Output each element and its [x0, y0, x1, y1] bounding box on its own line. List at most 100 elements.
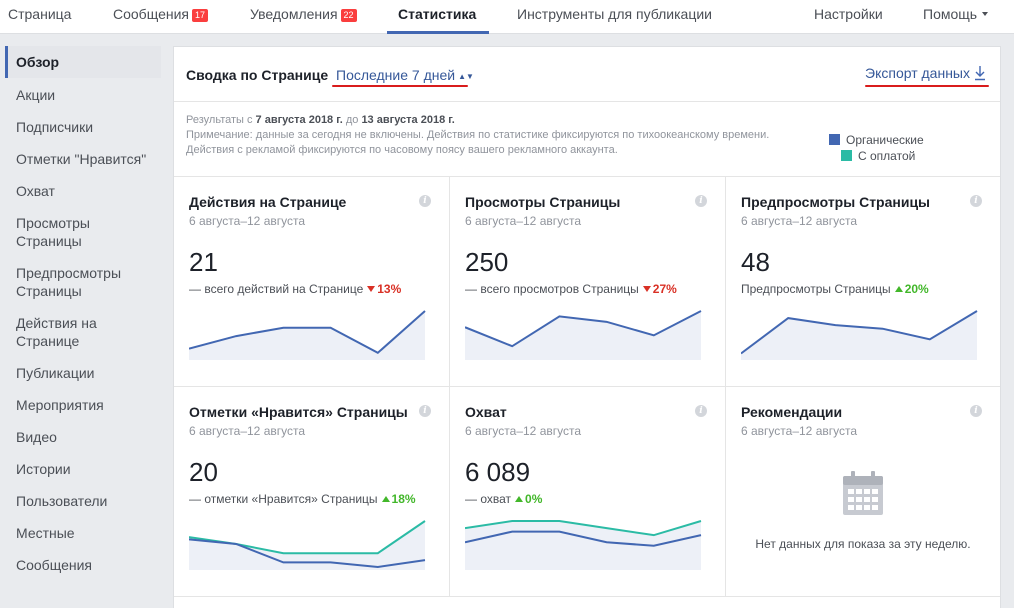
card-title: Действия на Странице	[189, 194, 347, 210]
card-title: Просмотры Страницы	[465, 194, 621, 210]
card-title: Рекомендации	[741, 404, 843, 420]
info-icon[interactable]: i	[970, 195, 982, 207]
period-selector-label: Последние 7 дней	[336, 67, 456, 83]
info-icon[interactable]: i	[419, 195, 431, 207]
sidebar-item-likes[interactable]: Отметки "Нравится"	[5, 150, 161, 168]
sidebar-item-actions-on-page[interactable]: Действия на Странице	[5, 314, 115, 350]
sidebar-item-label: Акции	[16, 87, 56, 103]
trend-up-icon	[515, 496, 524, 502]
date-to: 13 августа 2018 г.	[361, 114, 455, 126]
page-summary-panel: Сводка по Странице Последние 7 дней ▲▼ Эк…	[173, 46, 1001, 608]
legend-organic: Органические	[829, 132, 924, 148]
sidebar-item-people[interactable]: Пользователи	[5, 492, 161, 510]
nav-insights[interactable]: Статистика	[398, 0, 476, 34]
sidebar-item-label: Обзор	[16, 54, 60, 70]
sparkline-chart	[189, 310, 426, 360]
sidebar-item-messages[interactable]: Сообщения	[5, 556, 161, 574]
sparkline-organic-line	[465, 310, 702, 348]
sidebar-item-label: Охват	[16, 183, 55, 199]
nav-help[interactable]: Помощь	[923, 0, 989, 34]
nav-page-label: Страница	[8, 6, 72, 22]
trend-down-icon	[642, 286, 651, 292]
metric-card-page-views[interactable]: Просмотры Страницы 6 августа–12 августа …	[450, 177, 726, 387]
card-title: Предпросмотры Страницы	[741, 194, 931, 210]
panel-header: Сводка по Странице Последние 7 дней ▲▼ Эк…	[174, 47, 1000, 102]
card-change: 18%	[391, 492, 416, 506]
sparkline-area	[189, 311, 425, 360]
trend-up-icon	[381, 496, 390, 502]
highlight-underline	[332, 85, 468, 87]
nav-publishing-tools[interactable]: Инструменты для публикации	[517, 0, 712, 34]
card-desc-text: — всего просмотров Страницы	[465, 282, 639, 296]
card-title: Охват	[465, 404, 507, 420]
card-value: 20	[189, 457, 218, 487]
card-desc-text: — всего действий на Странице	[189, 282, 364, 296]
card-description: Предпросмотры Страницы 20%	[741, 282, 929, 296]
nav-page[interactable]: Страница	[8, 0, 71, 34]
card-description: — всего просмотров Страницы 27%	[465, 282, 677, 296]
messages-badge: 17	[191, 9, 208, 22]
sidebar-item-promotions[interactable]: Акции	[5, 86, 161, 104]
sidebar-item-label: Пользователи	[16, 493, 108, 509]
card-date-range: 6 августа–12 августа	[189, 214, 306, 228]
legend-swatch-paid	[841, 150, 852, 161]
export-data-label: Экспорт данных	[865, 65, 970, 81]
card-description: — отметки «Нравится» Страницы 18%	[189, 492, 416, 506]
sidebar-item-label: Просмотры Страницы	[16, 215, 90, 249]
card-change: 27%	[652, 282, 677, 296]
info-icon[interactable]: i	[970, 405, 982, 417]
sparkline-organic-line	[189, 310, 426, 355]
results-prefix: Результаты с	[186, 114, 256, 126]
legend-swatch-organic	[829, 134, 840, 145]
card-desc-text: — отметки «Нравится» Страницы	[189, 492, 378, 506]
results-mid: до	[342, 114, 362, 126]
metric-card-page-previews[interactable]: Предпросмотры Страницы 6 августа–12 авгу…	[726, 177, 1000, 387]
metrics-grid: Действия на Странице 6 августа–12 август…	[174, 176, 1000, 608]
metric-card-reach[interactable]: Охват 6 августа–12 августа i 6 089 — охв…	[450, 387, 726, 597]
calendar-icon	[843, 471, 883, 515]
sidebar-item-label: Местные	[16, 525, 75, 541]
nav-messages[interactable]: Сообщения 17	[113, 0, 208, 34]
card-value: 250	[465, 247, 509, 277]
sidebar-item-page-views[interactable]: Просмотры Страницы	[5, 214, 115, 250]
sidebar-item-local[interactable]: Местные	[5, 524, 161, 542]
info-icon[interactable]: i	[695, 195, 707, 207]
sidebar-item-followers[interactable]: Подписчики	[5, 118, 161, 136]
sidebar-item-label: Сообщения	[16, 557, 92, 573]
metric-card-recommendations[interactable]: Рекомендации 6 августа–12 августа i Нет …	[726, 387, 1000, 597]
download-icon	[975, 66, 985, 81]
sidebar-item-label: Действия на Странице	[16, 315, 97, 349]
sparkline-area	[465, 311, 701, 360]
metric-card-page-actions[interactable]: Действия на Странице 6 августа–12 август…	[174, 177, 450, 387]
sidebar-item-events[interactable]: Мероприятия	[5, 396, 161, 414]
sparkline-chart	[741, 310, 978, 360]
legend-paid: С оплатой	[841, 148, 924, 164]
period-selector[interactable]: Последние 7 дней ▲▼	[336, 67, 474, 83]
results-note: Результаты с 7 августа 2018 г. до 13 авг…	[186, 113, 769, 158]
card-date-range: 6 августа–12 августа	[741, 424, 858, 438]
trend-up-icon	[894, 286, 903, 292]
nav-notifications-label: Уведомления	[250, 6, 338, 22]
sparkline-organic-line	[189, 538, 426, 569]
sidebar-item-posts[interactable]: Публикации	[5, 364, 161, 382]
card-date-range: 6 августа–12 августа	[741, 214, 858, 228]
nav-notifications[interactable]: Уведомления 22	[250, 0, 357, 34]
sparkline-organic-line	[741, 310, 978, 355]
notifications-badge: 22	[340, 9, 357, 22]
nav-settings[interactable]: Настройки	[814, 0, 883, 34]
sparkline-area	[741, 311, 977, 360]
metric-card-page-likes[interactable]: Отметки «Нравится» Страницы 6 августа–12…	[174, 387, 450, 597]
info-icon[interactable]: i	[695, 405, 707, 417]
sparkline-area	[189, 521, 425, 570]
sidebar-item-stories[interactable]: Истории	[5, 460, 161, 478]
highlight-underline	[865, 85, 989, 87]
card-change: 20%	[904, 282, 929, 296]
sidebar-item-page-previews[interactable]: Предпросмотры Страницы	[5, 264, 145, 300]
date-from: 7 августа 2018 г.	[255, 114, 343, 126]
card-date-range: 6 августа–12 августа	[189, 424, 306, 438]
export-data-link[interactable]: Экспорт данных	[865, 65, 986, 81]
sidebar-item-videos[interactable]: Видео	[5, 428, 161, 446]
sidebar-item-overview[interactable]: Обзор	[5, 46, 161, 78]
sidebar-item-reach[interactable]: Охват	[5, 182, 161, 200]
info-icon[interactable]: i	[419, 405, 431, 417]
